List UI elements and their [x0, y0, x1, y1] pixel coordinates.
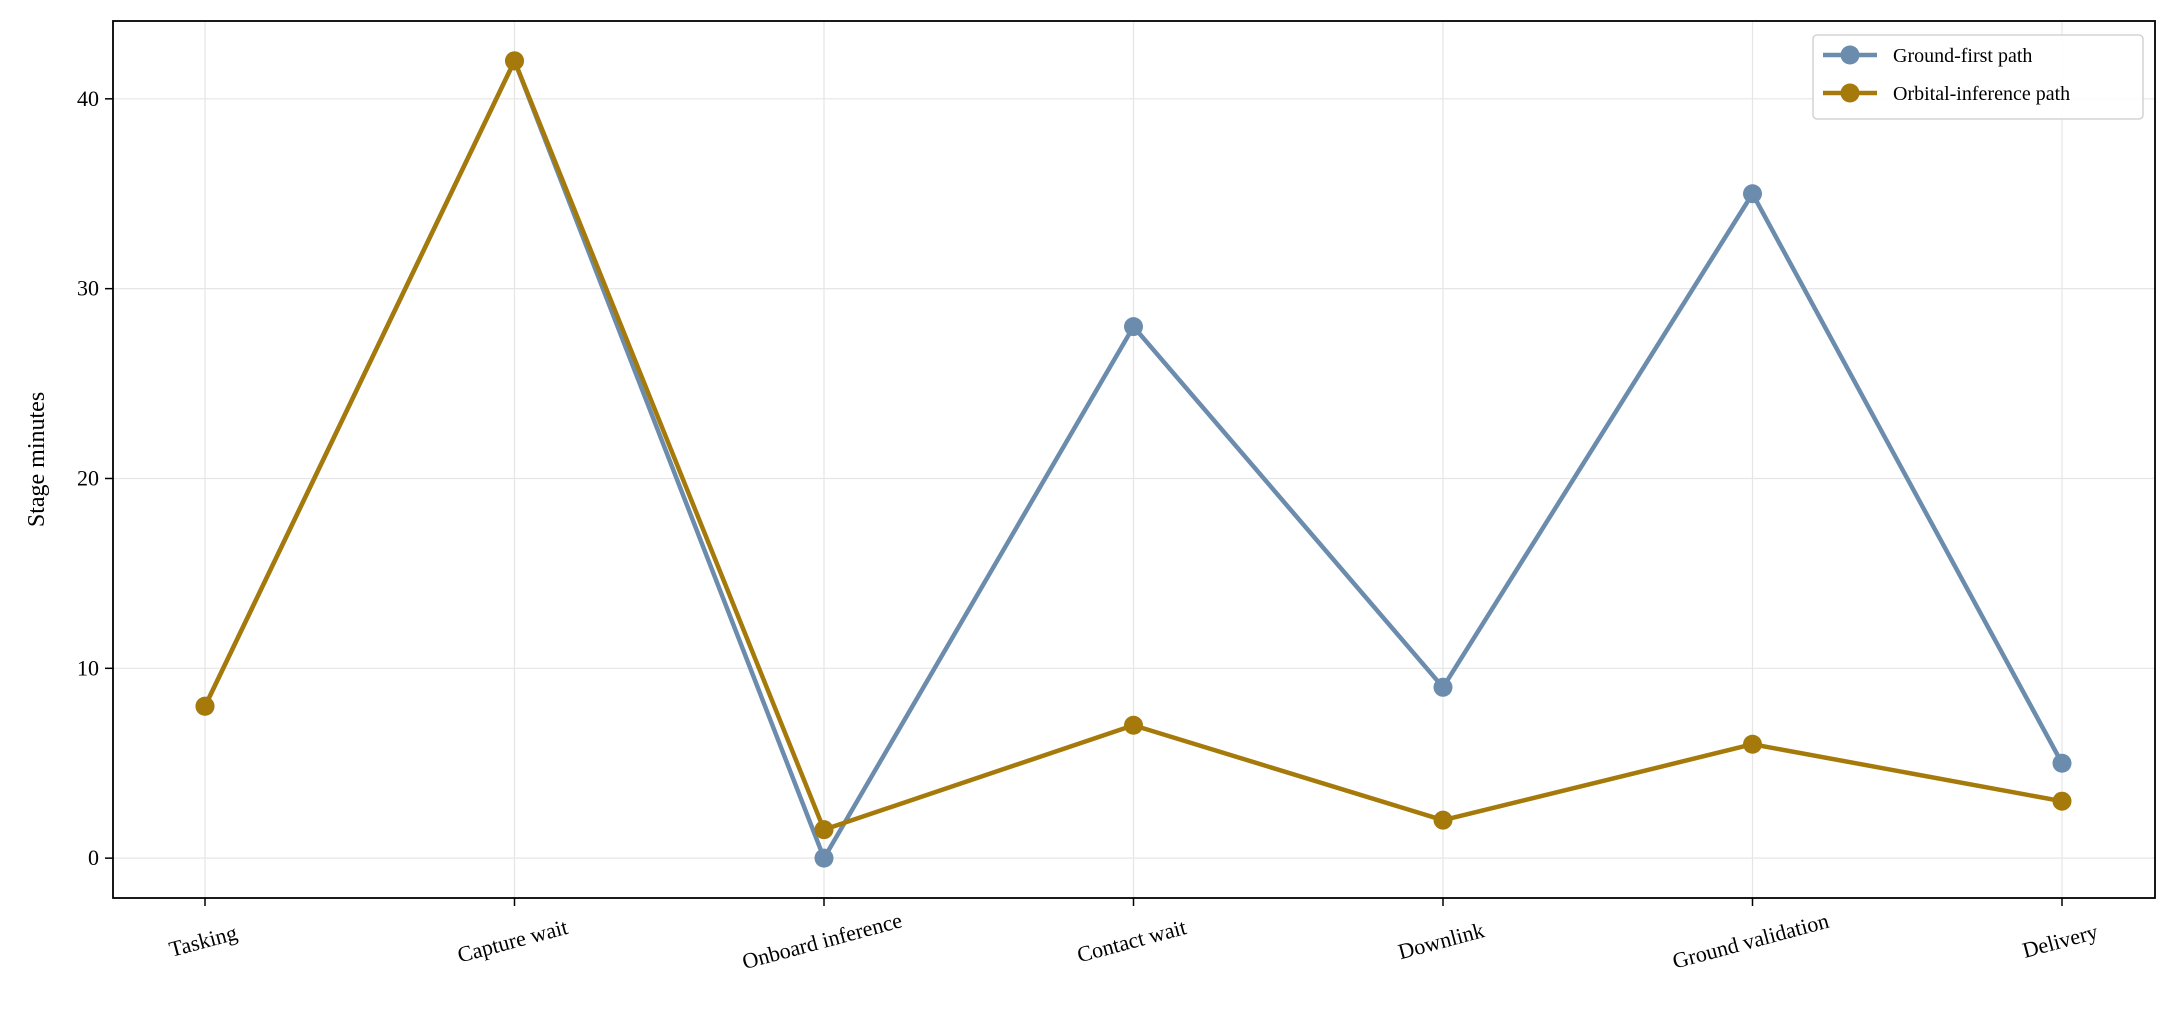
legend-marker: [1840, 83, 1860, 103]
legend: Ground-first path Orbital-inference path: [1812, 34, 2144, 120]
x-tick-label: Onboard inference: [739, 907, 904, 974]
y-axis: 0 10 20 30 40: [77, 86, 113, 870]
x-axis: Tasking Capture wait Onboard inference Cont…: [166, 898, 2100, 974]
data-point: [2052, 753, 2072, 773]
x-tick-label: Downlink: [1395, 917, 1486, 964]
x-tick-label: Capture wait: [455, 914, 571, 967]
x-tick-label: Contact wait: [1074, 914, 1188, 967]
y-tick-label: 30: [77, 276, 99, 301]
x-tick-label: Ground validation: [1670, 908, 1832, 974]
data-point: [1743, 734, 1762, 754]
data-point: [814, 820, 834, 840]
data-point: [814, 848, 834, 868]
data-point: [1433, 810, 1453, 830]
legend-marker: [1840, 45, 1860, 65]
data-point: [1124, 715, 1143, 735]
data-point: [505, 51, 524, 71]
x-tick-label: Delivery: [2020, 919, 2101, 963]
series-lines: [195, 51, 2072, 868]
y-tick-label: 0: [88, 845, 99, 870]
y-tick-label: 10: [77, 655, 99, 680]
data-point: [195, 696, 215, 716]
legend-label: Ground-first path: [1893, 45, 2032, 67]
data-point: [2052, 791, 2072, 811]
x-tick-label: Tasking: [166, 920, 239, 962]
data-point: [1124, 317, 1143, 337]
legend-box: [1812, 34, 2144, 120]
y-tick-label: 20: [77, 465, 99, 490]
y-tick-label: 40: [77, 86, 99, 111]
data-point: [1433, 677, 1453, 697]
grid-lines: [113, 21, 2155, 898]
legend-label: Orbital-inference path: [1893, 83, 2070, 105]
data-point: [1743, 184, 1762, 204]
y-axis-label: Stage minutes: [24, 392, 50, 527]
